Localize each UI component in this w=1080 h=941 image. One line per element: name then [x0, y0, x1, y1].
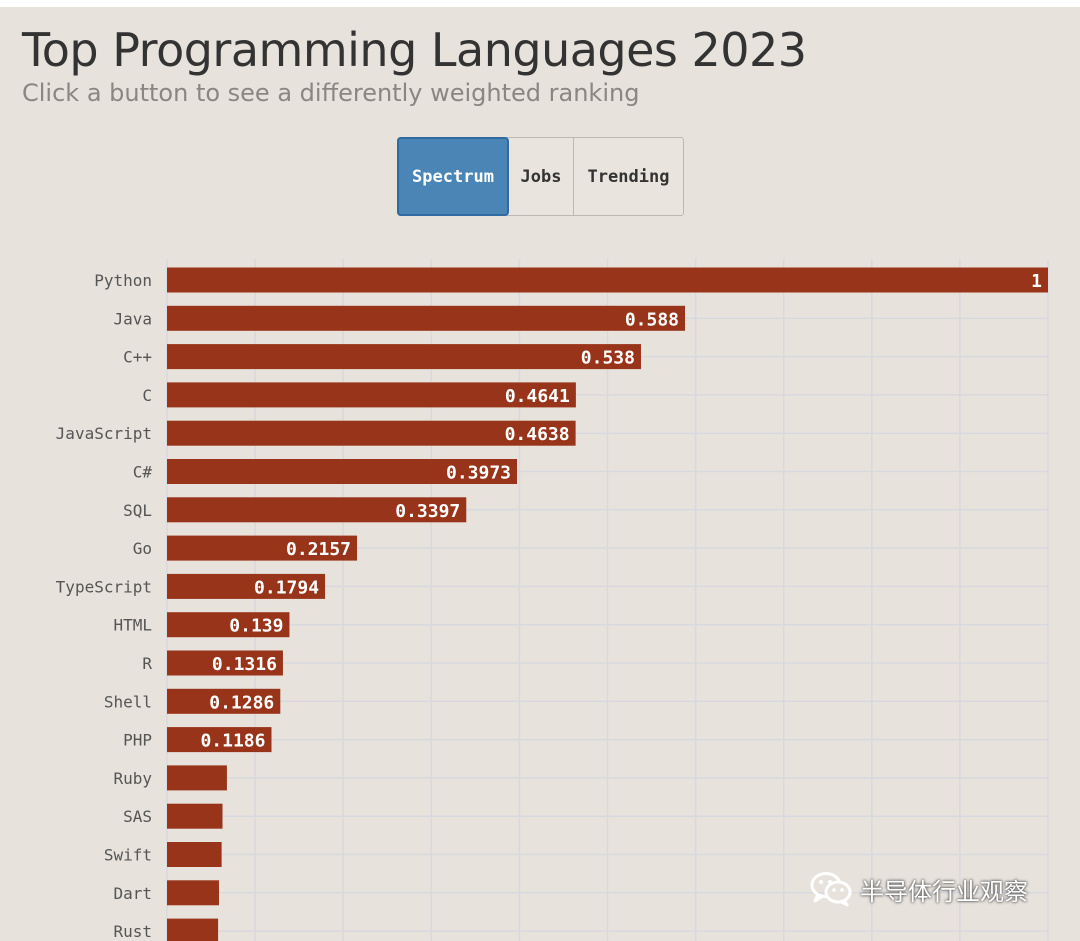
- bar-c-[interactable]: [167, 344, 641, 370]
- watermark-text: 半导体行业观察: [860, 877, 1028, 906]
- bar-typescript[interactable]: [167, 573, 326, 599]
- category-label: Go: [133, 539, 152, 558]
- value-label: 1: [1031, 271, 1042, 292]
- value-label: 0.1316: [212, 654, 277, 675]
- bar-ruby[interactable]: [167, 765, 227, 791]
- category-label: TypeScript: [56, 577, 152, 596]
- bar-sql[interactable]: [167, 497, 467, 523]
- category-label: SAS: [123, 807, 152, 826]
- bar-html[interactable]: [167, 612, 290, 638]
- category-label: SQL: [123, 501, 152, 520]
- value-label: 0.4638: [505, 424, 570, 445]
- category-label: Python: [94, 271, 152, 290]
- category-label: JavaScript: [56, 424, 152, 443]
- watermark: 半导体行业观察: [810, 871, 1028, 907]
- jobs-button[interactable]: Jobs: [509, 138, 574, 215]
- page: Top Programming Languages 2023 Click a b…: [0, 7, 1080, 941]
- category-label: C#: [133, 463, 153, 482]
- value-label: 0.588: [625, 309, 679, 330]
- bar-c[interactable]: [167, 382, 576, 408]
- bar-dart[interactable]: [167, 880, 219, 906]
- bar-chart: Python 1 Java 0.588 C++ 0.538 C 0.4641 JavaScrip…: [56, 259, 1049, 941]
- category-label: Ruby: [113, 769, 152, 788]
- category-label: R: [142, 654, 152, 673]
- value-label: 0.1286: [209, 692, 274, 713]
- bar-rust[interactable]: [167, 918, 219, 941]
- category-label: HTML: [113, 616, 152, 635]
- bar-swift[interactable]: [167, 842, 222, 867]
- bar-php[interactable]: [167, 727, 272, 753]
- bar-sas[interactable]: [167, 803, 223, 829]
- bar-shell[interactable]: [167, 688, 281, 714]
- category-label: Swift: [104, 846, 152, 865]
- page-title: Top Programming Languages 2023: [22, 23, 807, 77]
- value-label: 0.1794: [254, 577, 319, 598]
- ranking-toggle: Spectrum Jobs Trending: [397, 137, 684, 216]
- category-label: Java: [113, 309, 152, 328]
- value-label: 0.3973: [446, 463, 511, 484]
- trending-button[interactable]: Trending: [587, 166, 670, 187]
- spectrum-button[interactable]: Spectrum: [397, 137, 509, 216]
- wechat-icon: [810, 872, 852, 907]
- bar-javascript[interactable]: [167, 420, 576, 446]
- category-label: Rust: [113, 922, 152, 941]
- category-label: Shell: [104, 692, 152, 711]
- page-subtitle: Click a button to see a differently weig…: [22, 79, 640, 107]
- value-label: 0.538: [581, 348, 635, 369]
- bar-r[interactable]: [167, 650, 283, 676]
- bar-c-[interactable]: [167, 459, 518, 484]
- category-label: C++: [123, 348, 152, 367]
- category-label: C: [142, 386, 152, 405]
- bar-go[interactable]: [167, 535, 358, 561]
- value-label: 0.1186: [200, 731, 265, 752]
- value-label: 0.139: [229, 616, 283, 637]
- bar-java[interactable]: [167, 305, 686, 331]
- bar-python[interactable]: [167, 267, 1048, 293]
- value-label: 0.4641: [505, 386, 570, 407]
- value-label: 0.2157: [286, 539, 351, 560]
- value-label: 0.3397: [395, 501, 460, 522]
- category-label: Dart: [113, 884, 152, 903]
- category-label: PHP: [123, 731, 152, 750]
